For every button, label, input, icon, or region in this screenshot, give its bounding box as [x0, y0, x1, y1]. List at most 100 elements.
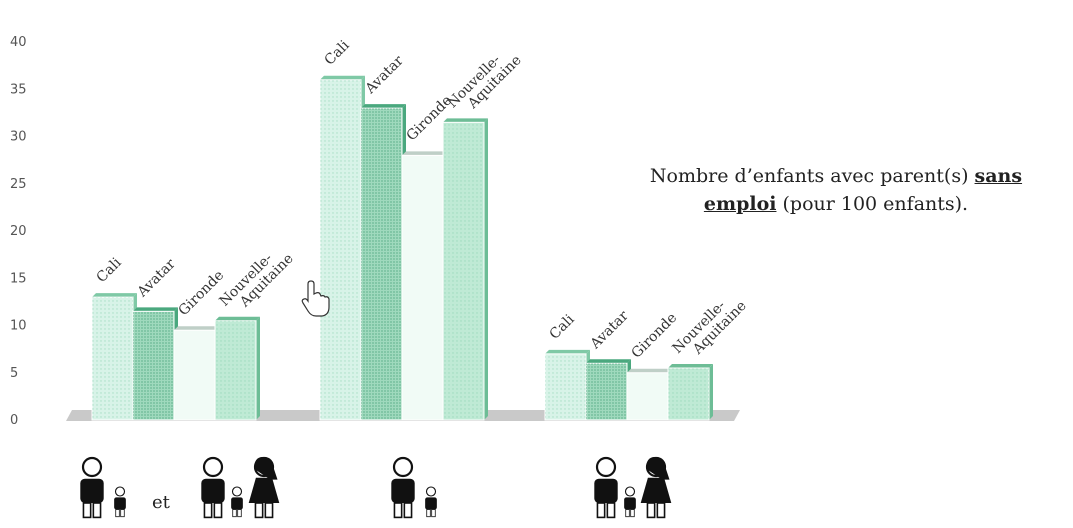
child-icon	[425, 486, 437, 518]
bar-top	[545, 349, 590, 354]
bar-texture	[215, 320, 256, 420]
person-leg	[232, 509, 237, 518]
category-label: Nouvelle-Aquitaine	[670, 287, 750, 367]
person-dress	[640, 477, 672, 503]
person-dress	[248, 477, 280, 503]
annotation-text: Nombre d’enfants avec parent(s)	[649, 165, 975, 187]
bar-texture	[586, 363, 627, 420]
category-label: Cali	[94, 254, 125, 285]
category-label: Cali	[547, 311, 578, 342]
category-label: Cali	[322, 37, 353, 68]
y-tick-label: 30	[10, 130, 27, 145]
bar-top	[586, 359, 631, 364]
y-axis: 0 5 10 15 20 25 30 35 40	[10, 35, 27, 428]
person-body	[391, 478, 415, 503]
bar-top	[443, 118, 488, 123]
bar-texture	[443, 122, 484, 420]
person-head	[202, 456, 224, 478]
person-leg	[237, 509, 242, 518]
bar-top	[92, 293, 137, 298]
category-label: Gironde	[176, 267, 228, 319]
y-tick-label: 0	[10, 413, 18, 428]
person-hair	[254, 457, 278, 480]
y-tick-label: 5	[10, 366, 18, 381]
category-label: Nouvelle-Aquitaine	[445, 42, 525, 122]
adult-female-icon	[248, 456, 280, 519]
bar-texture	[545, 353, 586, 420]
person-body	[624, 497, 636, 510]
person-leg	[393, 502, 403, 519]
y-tick-label: 20	[10, 224, 27, 239]
person-leg	[403, 502, 413, 519]
person-leg	[630, 509, 635, 518]
adult-icon	[80, 456, 104, 519]
bar-texture	[668, 368, 709, 420]
person-body	[201, 478, 225, 503]
annotation-tail: (pour 100 enfants).	[776, 193, 969, 215]
category-label: Avatar	[587, 308, 632, 353]
y-tick-label: 40	[10, 35, 27, 50]
bar-texture	[320, 79, 361, 421]
person-head	[624, 486, 636, 497]
bar-top	[402, 151, 447, 156]
bar-side	[709, 364, 713, 420]
person-leg	[656, 502, 666, 519]
chart-annotation: Nombre d’enfants avec parent(s) sans emp…	[616, 162, 1056, 218]
person-leg	[115, 509, 120, 518]
bar-texture	[402, 155, 443, 420]
person-head	[81, 456, 103, 478]
bar-top	[361, 104, 406, 109]
bar-texture	[133, 311, 174, 420]
bar-side	[256, 316, 260, 420]
bars	[91, 75, 713, 421]
person-head	[114, 486, 126, 497]
category-label: Avatar	[134, 256, 179, 301]
person-head	[231, 486, 243, 497]
family-icons	[80, 456, 672, 519]
person-hair	[646, 457, 670, 480]
person-body	[231, 497, 243, 510]
person-leg	[92, 502, 102, 519]
bar-top	[215, 316, 260, 321]
bar-side	[484, 118, 488, 420]
bar-top	[320, 75, 365, 80]
person-head	[595, 456, 617, 478]
category-label: Avatar	[362, 53, 407, 98]
person-leg	[254, 502, 264, 519]
person-body	[425, 497, 437, 510]
y-tick-label: 10	[10, 319, 27, 334]
person-leg	[264, 502, 274, 519]
category-label: Gironde	[629, 310, 681, 362]
person-leg	[213, 502, 223, 519]
bar-texture	[361, 108, 402, 421]
bar-texture	[627, 372, 668, 420]
person-head	[392, 456, 414, 478]
person-leg	[596, 502, 606, 519]
person-leg	[606, 502, 616, 519]
person-head	[425, 486, 437, 497]
person-body	[80, 478, 104, 503]
adult-icon	[594, 456, 618, 519]
person-leg	[426, 509, 431, 518]
person-leg	[431, 509, 436, 518]
person-leg	[82, 502, 92, 519]
person-leg	[625, 509, 630, 518]
person-body	[114, 497, 126, 510]
bar-texture	[174, 330, 215, 420]
person-leg	[203, 502, 213, 519]
person-leg	[120, 509, 125, 518]
adult-icon	[201, 456, 225, 519]
child-icon	[114, 486, 126, 518]
y-tick-label: 25	[10, 177, 27, 192]
person-body	[594, 478, 618, 503]
y-tick-label: 35	[10, 82, 27, 97]
category-label: Nouvelle-Aquitaine	[217, 240, 297, 320]
bar-top	[668, 364, 713, 369]
adult-female-icon	[640, 456, 672, 519]
person-leg	[646, 502, 656, 519]
child-icon	[624, 486, 636, 518]
bar-top	[627, 368, 672, 373]
hand-cursor-icon	[301, 280, 330, 317]
y-tick-label: 15	[10, 271, 27, 286]
